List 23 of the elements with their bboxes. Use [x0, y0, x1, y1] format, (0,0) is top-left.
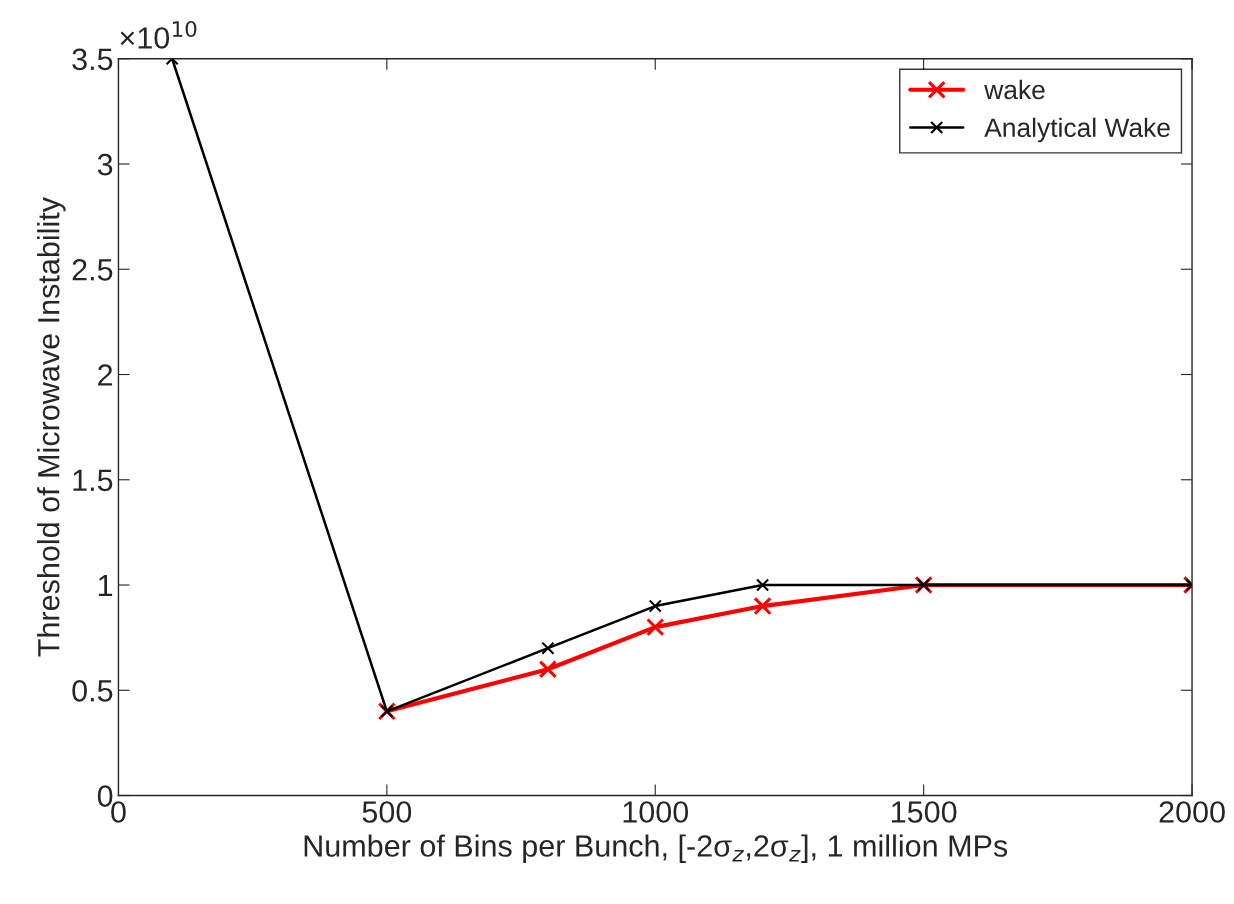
y-tick-label: 3 — [97, 153, 113, 176]
x-tick-label: 2000 — [1159, 801, 1225, 823]
point — [541, 641, 555, 655]
y-tick-label: 2 — [98, 364, 113, 386]
y-tick-label: 0.5 — [72, 680, 113, 702]
y-tick-label: 1 — [98, 575, 113, 597]
x-axis-title: Number of Bins per Bunch, [-2σ$_{z}$,2σ$_{z}$], 1 million MPs — [304, 834, 1008, 863]
x-tick-label: 1500 — [892, 801, 957, 823]
point — [753, 596, 772, 616]
y-tick-label: 2.5 — [72, 259, 113, 281]
y-tick-label: 3.5 — [72, 48, 113, 71]
x-tick-label: 1000 — [623, 801, 689, 823]
legend-label: wake — [984, 79, 1045, 100]
point — [648, 599, 662, 613]
text: ×10$^{10}$ — [120, 20, 197, 49]
y-tick-label: 0 — [97, 785, 113, 807]
legend-label: Analytical Wake — [984, 117, 1170, 143]
point — [646, 617, 665, 637]
point — [756, 578, 770, 592]
point — [538, 660, 558, 679]
y-axis-title: Threshold of Microwave Instability — [37, 197, 66, 657]
x-tick-label: 500 — [362, 801, 412, 823]
y-tick-label: 1.5 — [73, 469, 113, 492]
